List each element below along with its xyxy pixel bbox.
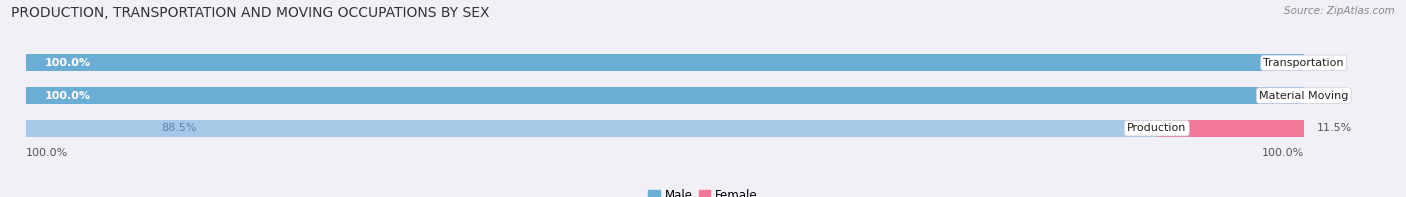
- Bar: [25, 87, 1303, 104]
- Bar: [1157, 120, 1303, 137]
- Legend: Male, Female: Male, Female: [644, 184, 762, 197]
- Bar: [25, 54, 1303, 71]
- Bar: [25, 120, 1303, 137]
- Text: PRODUCTION, TRANSPORTATION AND MOVING OCCUPATIONS BY SEX: PRODUCTION, TRANSPORTATION AND MOVING OC…: [11, 6, 489, 20]
- Text: Material Moving: Material Moving: [1258, 91, 1348, 100]
- Text: 100.0%: 100.0%: [25, 148, 67, 158]
- Bar: [25, 54, 1303, 71]
- Text: Source: ZipAtlas.com: Source: ZipAtlas.com: [1284, 6, 1395, 16]
- Text: 11.5%: 11.5%: [1316, 123, 1351, 133]
- Text: Transportation: Transportation: [1264, 58, 1344, 68]
- Bar: [25, 120, 1157, 137]
- Text: 88.5%: 88.5%: [162, 123, 197, 133]
- Text: 0.0%: 0.0%: [1316, 91, 1344, 100]
- Text: Production: Production: [1128, 123, 1187, 133]
- Text: 0.0%: 0.0%: [1316, 58, 1344, 68]
- Bar: [25, 87, 1303, 104]
- Text: 100.0%: 100.0%: [45, 58, 91, 68]
- Text: 100.0%: 100.0%: [45, 91, 91, 100]
- Text: 100.0%: 100.0%: [1261, 148, 1303, 158]
